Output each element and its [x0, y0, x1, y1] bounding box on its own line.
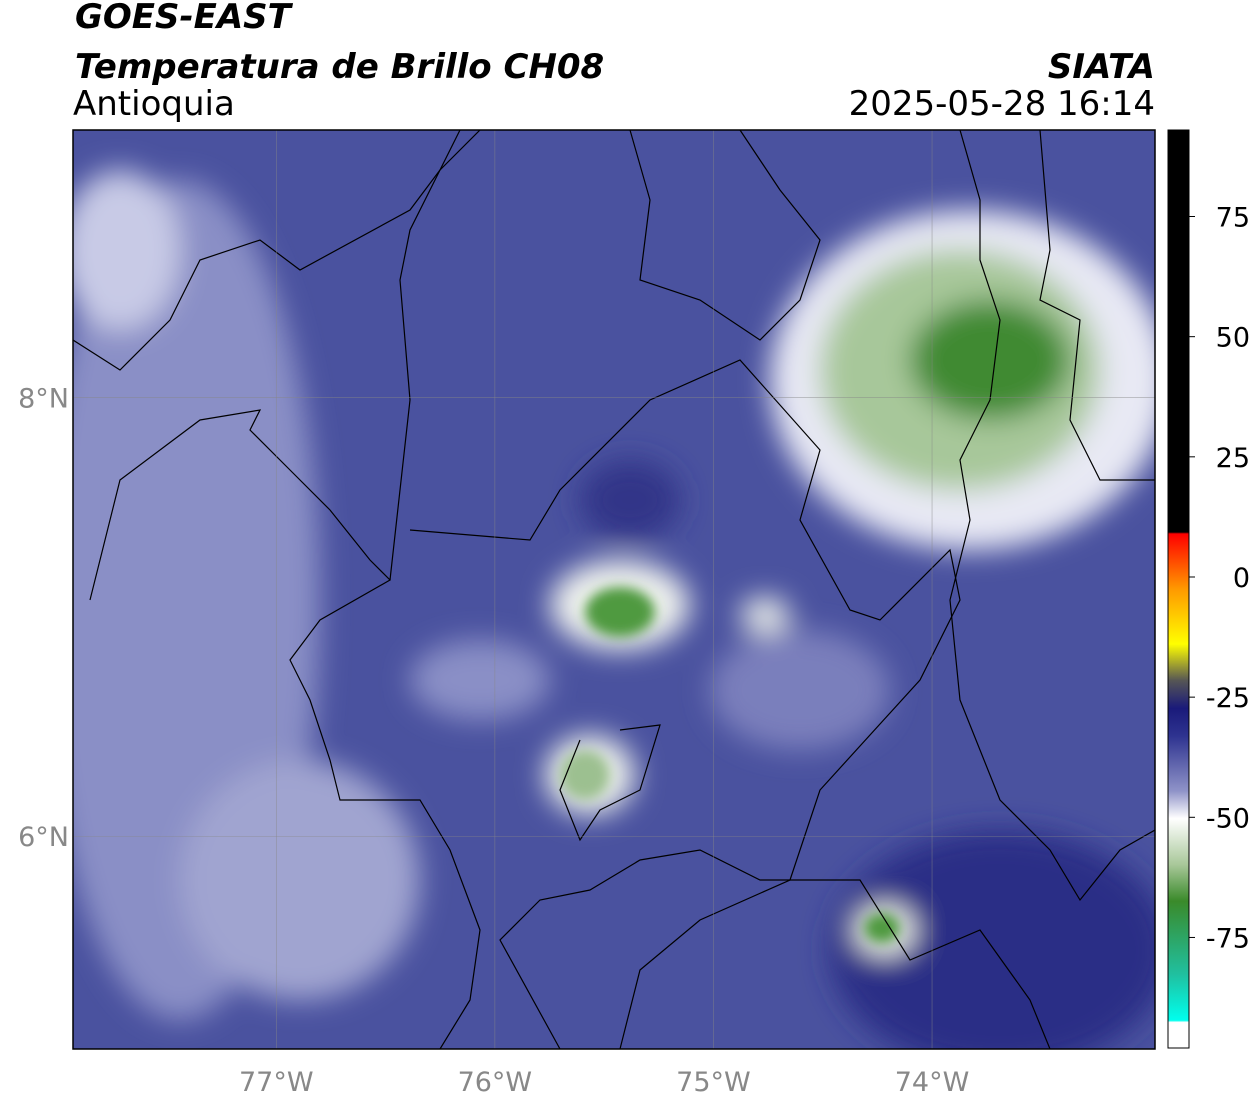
- colorbar-tick-label: 75: [1216, 203, 1250, 234]
- region: Antioquia: [73, 84, 235, 124]
- y-tick-label: 8°N: [18, 384, 69, 415]
- colorbar-tick-label: -25: [1206, 683, 1250, 714]
- x-tick-label: 77°W: [239, 1067, 314, 1098]
- colorbar-tick-label: -50: [1206, 803, 1250, 834]
- colorbar-tick-label: 50: [1216, 323, 1250, 354]
- subtitle: Temperatura de Brillo CH08: [75, 47, 604, 87]
- x-tick-label: 74°W: [895, 1067, 970, 1098]
- y-tick-label: 6°N: [18, 822, 69, 853]
- x-tick-label: 75°W: [676, 1067, 751, 1098]
- map-frame: [72, 129, 1156, 1050]
- x-tick-label: 76°W: [458, 1067, 533, 1098]
- satellite-field: [73, 130, 1155, 1049]
- source: SIATA: [1048, 47, 1155, 87]
- colorbar-tick-label: 0: [1233, 563, 1250, 594]
- title: GOES-EAST: [75, 0, 294, 37]
- datetime: 2025-05-28 16:14: [849, 84, 1155, 124]
- colorbar: [1167, 129, 1190, 1049]
- colorbar-tick-label: -75: [1206, 923, 1250, 954]
- colorbar-tick-label: 25: [1216, 443, 1250, 474]
